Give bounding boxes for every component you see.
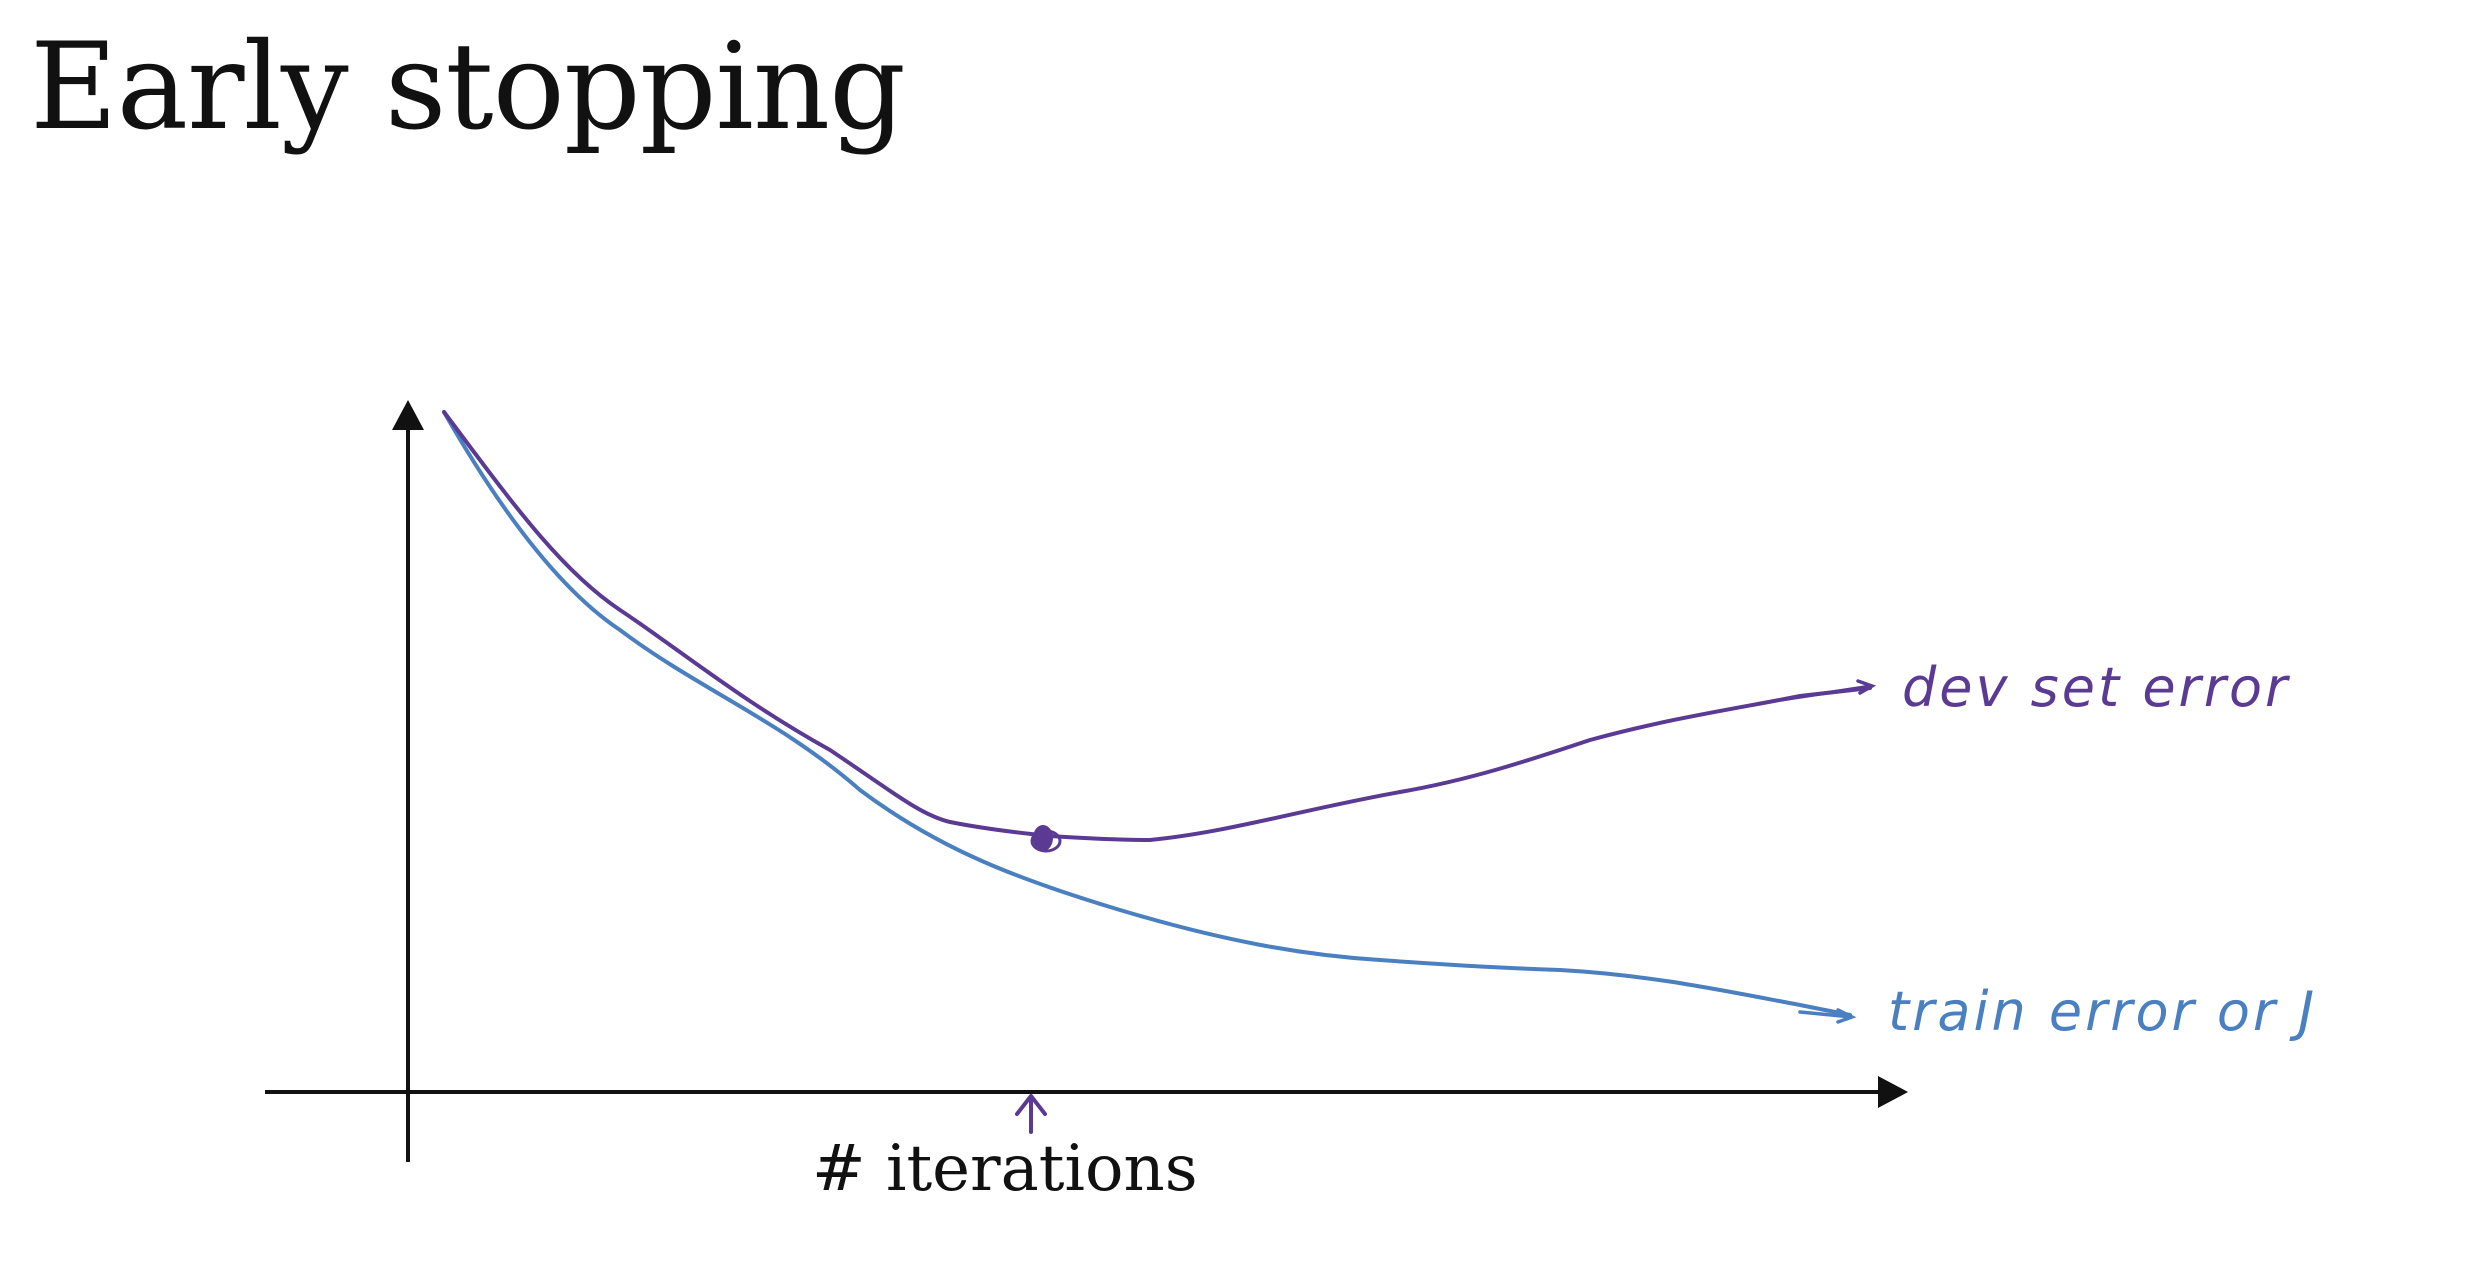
dev-curve-label: dev set error: [1902, 656, 2290, 719]
dev-error-curve: [442, 410, 1872, 843]
stop-iteration-marker: [1015, 1094, 1047, 1134]
x-axis-arrowhead: [1878, 1076, 1908, 1108]
slide-title: Early stopping: [30, 18, 906, 157]
dev-error-curve-tail: [1778, 679, 1877, 702]
x-axis-label: # iterations: [812, 1132, 1198, 1206]
early-stopping-point: [1030, 825, 1062, 853]
y-axis-arrowhead: [392, 400, 424, 430]
train-curve-label: train error or J: [1888, 980, 2317, 1043]
train-error-curve-tail: [1798, 1008, 1857, 1024]
train-error-curve: [442, 410, 1852, 1017]
